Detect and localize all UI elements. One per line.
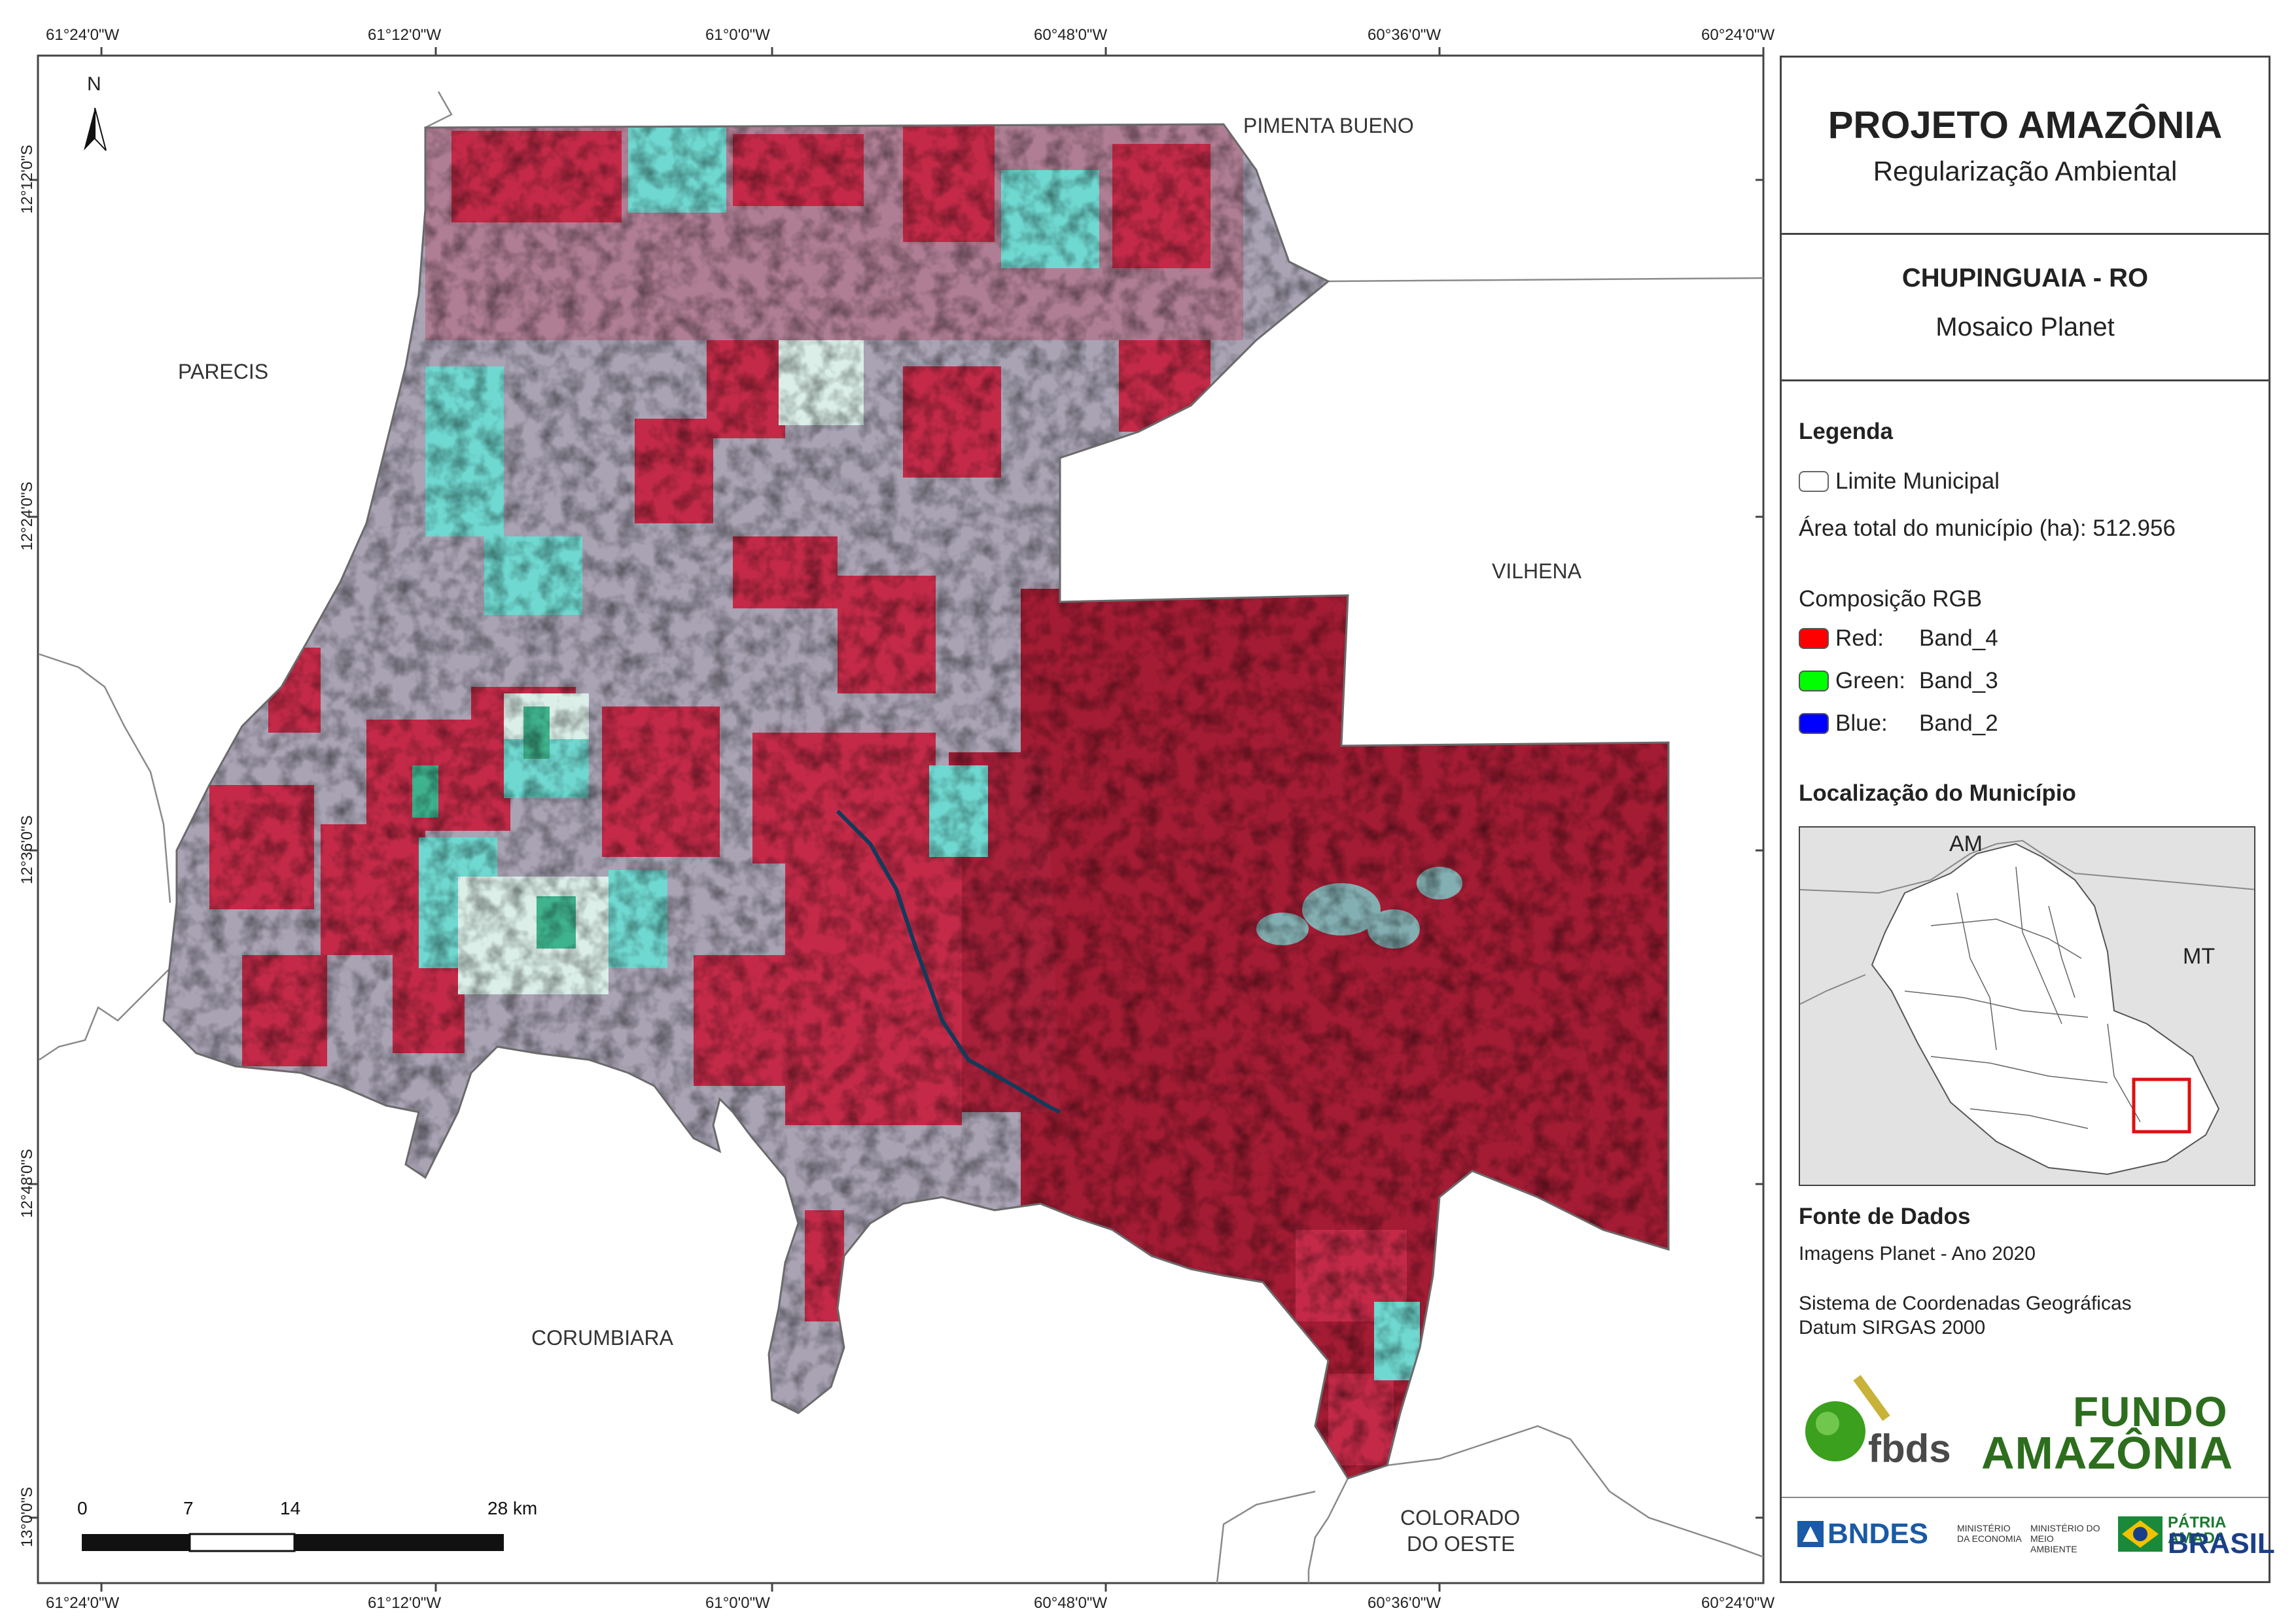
logo-divider: [1782, 1497, 2269, 1498]
fbds-logo-text: fbds: [1868, 1427, 1951, 1471]
project-subtitle: Regularização Ambiental: [1873, 156, 2178, 186]
inset-svg: [1800, 828, 2254, 1185]
area-text: Área total do município (ha): 512.956: [1799, 515, 2176, 541]
label-parecis: PARECIS: [178, 360, 269, 383]
green-value: Band_3: [1919, 668, 1998, 693]
location-inset-map: AM MT: [1799, 826, 2255, 1186]
coord-left-1: 12°12'0"S: [18, 145, 36, 214]
project-title: PROJETO AMAZÔNIA: [1828, 104, 2223, 147]
bndes-logo-text: BNDES: [1828, 1518, 1929, 1550]
coord-top-4: 60°48'0"W: [1034, 26, 1108, 44]
green-label: Green:: [1835, 668, 1905, 693]
source-line-3: Datum SIRGAS 2000: [1799, 1317, 1986, 1338]
blue-label: Blue:: [1835, 710, 1888, 736]
grid-ticks: [29, 47, 1765, 1592]
label-colorado-1: COLORADO: [1400, 1506, 1521, 1529]
source-line-1: Imagens Planet - Ano 2020: [1799, 1243, 2036, 1265]
sources-title: Fonte de Dados: [1799, 1204, 1971, 1229]
scale-label-7: 7: [183, 1498, 194, 1518]
legend-title: Legenda: [1799, 419, 1893, 444]
patria-amada-text: PÁTRIA AMADA: [2168, 1514, 2227, 1547]
limit-label: Limite Municipal: [1835, 468, 2000, 494]
municipality-subtitle: Mosaico Planet: [1935, 313, 2115, 341]
red-value: Band_4: [1919, 625, 1998, 651]
coord-bottom-3: 61°0'0"W: [705, 1594, 770, 1612]
coord-bottom-5: 60°36'0"W: [1368, 1594, 1441, 1612]
brasil-text: BRASIL: [2168, 1527, 2275, 1560]
source-line-2: Sistema de Coordenadas Geográficas: [1799, 1293, 2132, 1314]
scale-label-14: 14: [280, 1498, 301, 1518]
blue-value: Band_2: [1919, 710, 1998, 736]
label-corumbiara: CORUMBIARA: [531, 1326, 673, 1350]
location-title: Localização do Município: [1799, 780, 2076, 806]
coord-top-5: 60°36'0"W: [1368, 26, 1441, 44]
north-arrow-icon: [84, 107, 107, 151]
green-swatch: [1799, 671, 1829, 691]
fbds-logo-icon: [1805, 1374, 1890, 1461]
bndes-mark-icon: [1797, 1521, 1824, 1547]
scale-bar: [82, 1533, 504, 1552]
amazonia-logo-text: AMAZÔNIA: [1981, 1427, 2234, 1478]
info-panel: PROJETO AMAZÔNIA Regularização Ambiental…: [1780, 56, 2275, 1583]
fundo-logo-text: FUNDO: [2073, 1388, 2229, 1435]
min-economia-text: MINISTÉRIO DA ECONOMIA: [1957, 1523, 2022, 1544]
coord-bottom-4: 60°48'0"W: [1034, 1594, 1108, 1612]
label-colorado-2: DO OESTE: [1407, 1532, 1515, 1556]
coord-left-3: 12°36'0"S: [18, 815, 36, 884]
label-vilhena: VILHENA: [1492, 559, 1581, 583]
north-label: N: [87, 73, 101, 95]
limit-swatch: [1799, 471, 1829, 492]
label-pimenta-bueno: PIMENTA BUENO: [1243, 114, 1414, 137]
coord-top-1: 61°24'0"W: [46, 26, 120, 44]
red-swatch: [1799, 628, 1829, 649]
blue-swatch: [1799, 713, 1829, 734]
min-meio-ambiente-text: MINISTÉRIO DO MEIO AMBIENTE: [2030, 1523, 2100, 1554]
municipal-boundary: [162, 123, 1670, 1480]
coord-top-2: 61°12'0"W: [368, 26, 442, 44]
coord-left-5: 13°0'0"S: [18, 1486, 36, 1548]
rgb-title: Composição RGB: [1799, 586, 1983, 612]
coord-top-3: 61°0'0"W: [705, 26, 770, 44]
inset-label-mt: MT: [2183, 944, 2216, 969]
coord-top-6: 60°24'0"W: [1701, 26, 1775, 44]
scale-label-28: 28 km: [487, 1498, 538, 1518]
inset-label-am: AM: [1949, 831, 1983, 856]
scale-label-0: 0: [77, 1498, 88, 1518]
coord-left-4: 12°48'0"S: [18, 1149, 36, 1218]
coord-bottom-1: 61°24'0"W: [46, 1594, 120, 1612]
coord-bottom-2: 61°12'0"W: [368, 1594, 442, 1612]
red-label: Red:: [1835, 625, 1884, 651]
coord-bottom-6: 60°24'0"W: [1701, 1594, 1775, 1612]
divider-1: [1782, 233, 2269, 235]
inset-highlight-box: [2132, 1077, 2191, 1134]
coord-left-2: 12°24'0"S: [18, 481, 36, 551]
divider-2: [1782, 379, 2269, 381]
brazil-flag-icon: [2118, 1516, 2163, 1552]
municipality-title: CHUPINGUAIA - RO: [1901, 264, 2149, 292]
